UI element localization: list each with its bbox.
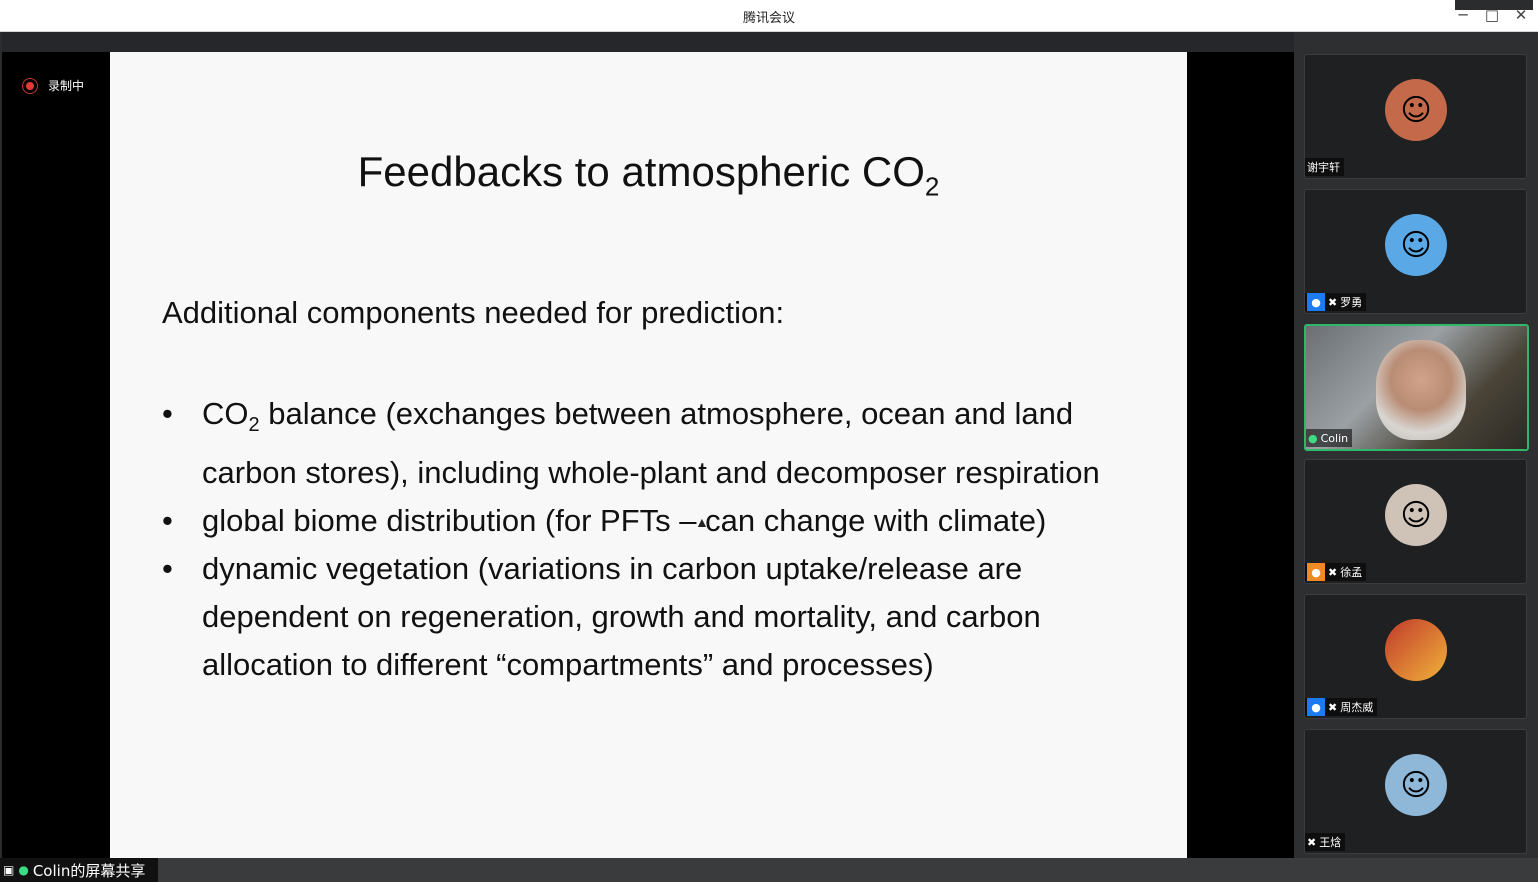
screen-share-area: 录制中 Feedbacks to atmospheric CO2 Additio… [2, 32, 1294, 858]
screen-share-text: Colin的屏幕共享 [32, 861, 146, 880]
share-top-band [2, 32, 1294, 52]
presentation-slide: Feedbacks to atmospheric CO2 Additional … [110, 52, 1187, 858]
participant-name-tag: ✖ 王焓 [1305, 833, 1346, 851]
mic-on-icon: ● [1308, 431, 1318, 445]
participant-name-tag: 谢宇轩 [1305, 158, 1344, 176]
slide-bullet: • dynamic vegetation (variations in carbo… [162, 545, 1122, 689]
title-bar: 腾讯会议 ─ □ ✕ [0, 0, 1538, 32]
slide-bullet: • CO2 balance (exchanges between atmosphe… [162, 390, 1122, 497]
bullet-icon: • [162, 396, 173, 431]
bullet-text-pre: CO [202, 396, 249, 431]
participant-tile-active[interactable]: ● Colin [1304, 324, 1529, 451]
bullet-text-pre: global biome distribution (for PFTs – ca… [202, 503, 1047, 539]
minimize-icon[interactable]: ─ [1458, 6, 1468, 24]
participant-video-person [1376, 340, 1466, 440]
avatar: ☺ [1385, 484, 1447, 546]
bottom-bar [0, 858, 1538, 882]
avatar: ☺ [1385, 754, 1447, 816]
mic-muted-icon: ✖ [1328, 565, 1338, 579]
avatar: ☺ [1385, 79, 1447, 141]
recording-indicator: 录制中 [22, 77, 84, 94]
slide-lead: Additional components needed for predict… [162, 295, 785, 330]
participant-name: 周杰威 [1340, 701, 1374, 714]
slide-title-subscript: 2 [924, 171, 940, 202]
window-title: 腾讯会议 [742, 11, 795, 26]
close-icon[interactable]: ✕ [1514, 6, 1528, 24]
participant-tile[interactable]: ● ✖ 周杰威 [1304, 594, 1527, 719]
participant-tile[interactable]: ☺ ● ✖ 罗勇 [1304, 189, 1527, 314]
recording-label: 录制中 [48, 79, 85, 93]
participant-name: 罗勇 [1340, 296, 1363, 309]
slide-title: Feedbacks to atmospheric CO2 [110, 148, 1187, 202]
microphone-icon: ● [18, 863, 29, 877]
title-bar-strip [1455, 0, 1533, 10]
user-icon: ● [1307, 563, 1325, 581]
participant-name: 王焓 [1319, 836, 1342, 849]
slide-bullet: • global biome distribution (for PFTs – c… [162, 497, 1122, 545]
participant-name-tag: ● ✖ 罗勇 [1305, 293, 1367, 311]
participants-panel[interactable]: ☺ 谢宇轩 ☺ ● ✖ 罗勇 ● Colin ☺ ● ✖ 徐孟 ● ✖ [1294, 32, 1538, 858]
participant-name: 徐孟 [1340, 566, 1363, 579]
mic-muted-icon: ✖ [1328, 700, 1338, 714]
slide-title-text: Feedbacks to atmospheric CO [357, 148, 925, 195]
participant-tile[interactable]: ☺ ✖ 王焓 [1304, 729, 1527, 854]
participant-name: 谢宇轩 [1307, 161, 1340, 174]
bullet-subscript: 2 [248, 414, 260, 437]
mic-muted-icon: ✖ [1307, 835, 1317, 849]
participant-tile[interactable]: ☺ 谢宇轩 [1304, 54, 1527, 179]
bullet-text-pre: dynamic vegetation (variations in carbon… [202, 551, 1041, 683]
record-icon [22, 77, 38, 94]
bullet-icon: • [162, 551, 173, 587]
participant-name-tag: ● ✖ 周杰威 [1305, 698, 1378, 716]
participant-name-tag: ● Colin [1306, 429, 1353, 447]
avatar [1385, 619, 1447, 681]
participant-name: Colin [1320, 431, 1349, 445]
screen-share-label[interactable]: ▣ ● Colin的屏幕共享 [0, 858, 158, 882]
screen-icon: ▣ [3, 863, 15, 877]
slide-bullets: • CO2 balance (exchanges between atmosphe… [162, 390, 1122, 689]
mic-muted-icon: ✖ [1328, 295, 1338, 309]
bullet-text-post: balance (exchanges between atmosphere, o… [202, 396, 1100, 491]
mouse-cursor-icon: ▲ [695, 514, 709, 530]
participant-tile[interactable]: ☺ ● ✖ 徐孟 [1304, 459, 1527, 584]
participant-name-tag: ● ✖ 徐孟 [1305, 563, 1367, 581]
bullet-icon: • [162, 503, 173, 539]
user-icon: ● [1307, 293, 1325, 311]
avatar: ☺ [1385, 214, 1447, 276]
user-icon: ● [1307, 698, 1325, 716]
maximize-icon[interactable]: □ [1484, 6, 1500, 24]
